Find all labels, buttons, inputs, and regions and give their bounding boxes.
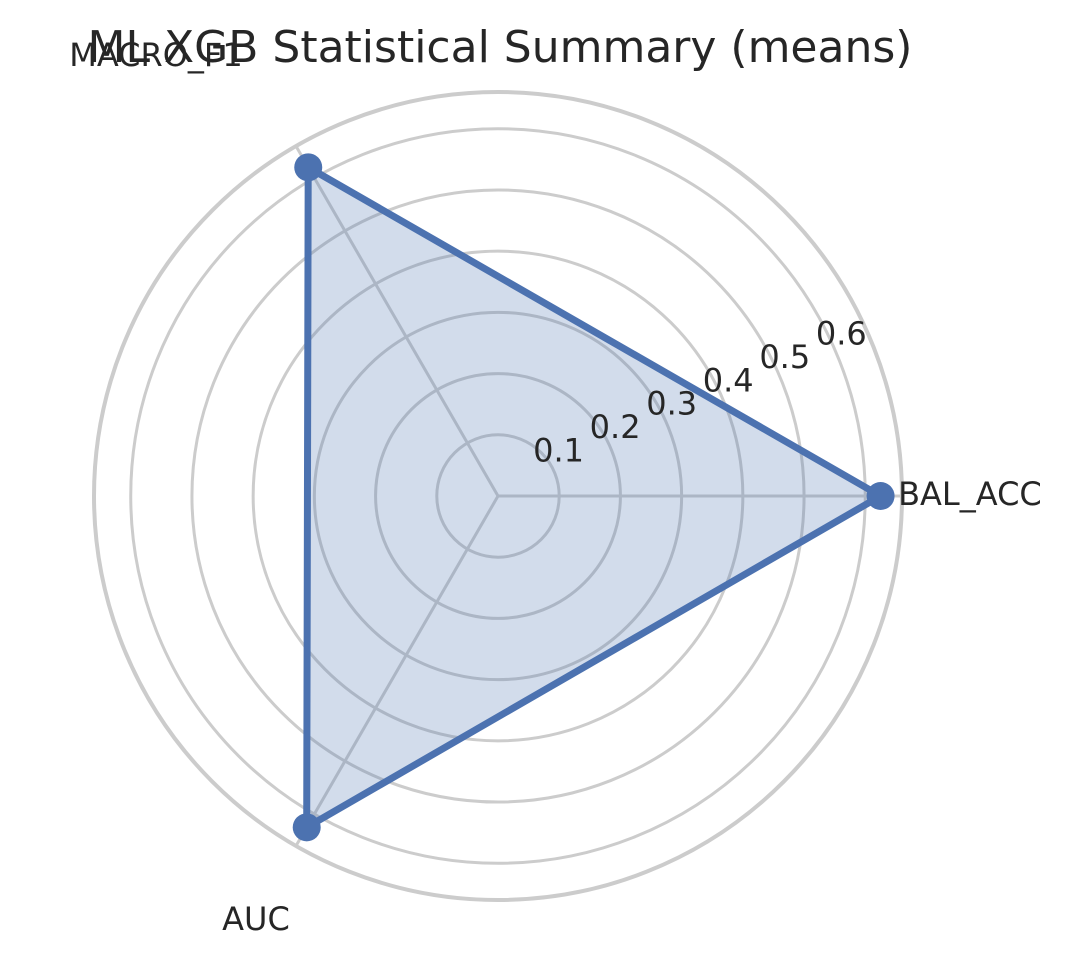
labels: 0.10.20.30.40.50.6 BAL_ACC MACRO_F1 AUC bbox=[69, 36, 1042, 938]
data-point-macro-f1 bbox=[294, 153, 323, 182]
radial-tick-label: 0.4 bbox=[703, 361, 754, 399]
radial-tick-label: 0.5 bbox=[759, 338, 810, 376]
data-point-auc bbox=[292, 813, 321, 842]
category-label-auc: AUC bbox=[222, 900, 290, 938]
radial-tick-label: 0.2 bbox=[590, 408, 641, 446]
radial-tick-label: 0.1 bbox=[533, 432, 584, 470]
grid bbox=[92, 90, 904, 902]
series-area bbox=[306, 167, 881, 828]
category-label-bal-acc: BAL_ACC bbox=[898, 475, 1042, 513]
data-point-bal-acc bbox=[866, 482, 895, 510]
series-layer bbox=[292, 153, 895, 842]
chart-title: ML XGB Statistical Summary (means) bbox=[87, 22, 913, 73]
radial-tick-label: 0.3 bbox=[646, 385, 697, 423]
series-line bbox=[303, 161, 888, 834]
spoke bbox=[294, 145, 500, 497]
category-label-macro-f1: MACRO_F1 bbox=[69, 36, 242, 74]
spoke bbox=[294, 495, 500, 847]
radial-tick-label: 0.6 bbox=[816, 314, 867, 352]
